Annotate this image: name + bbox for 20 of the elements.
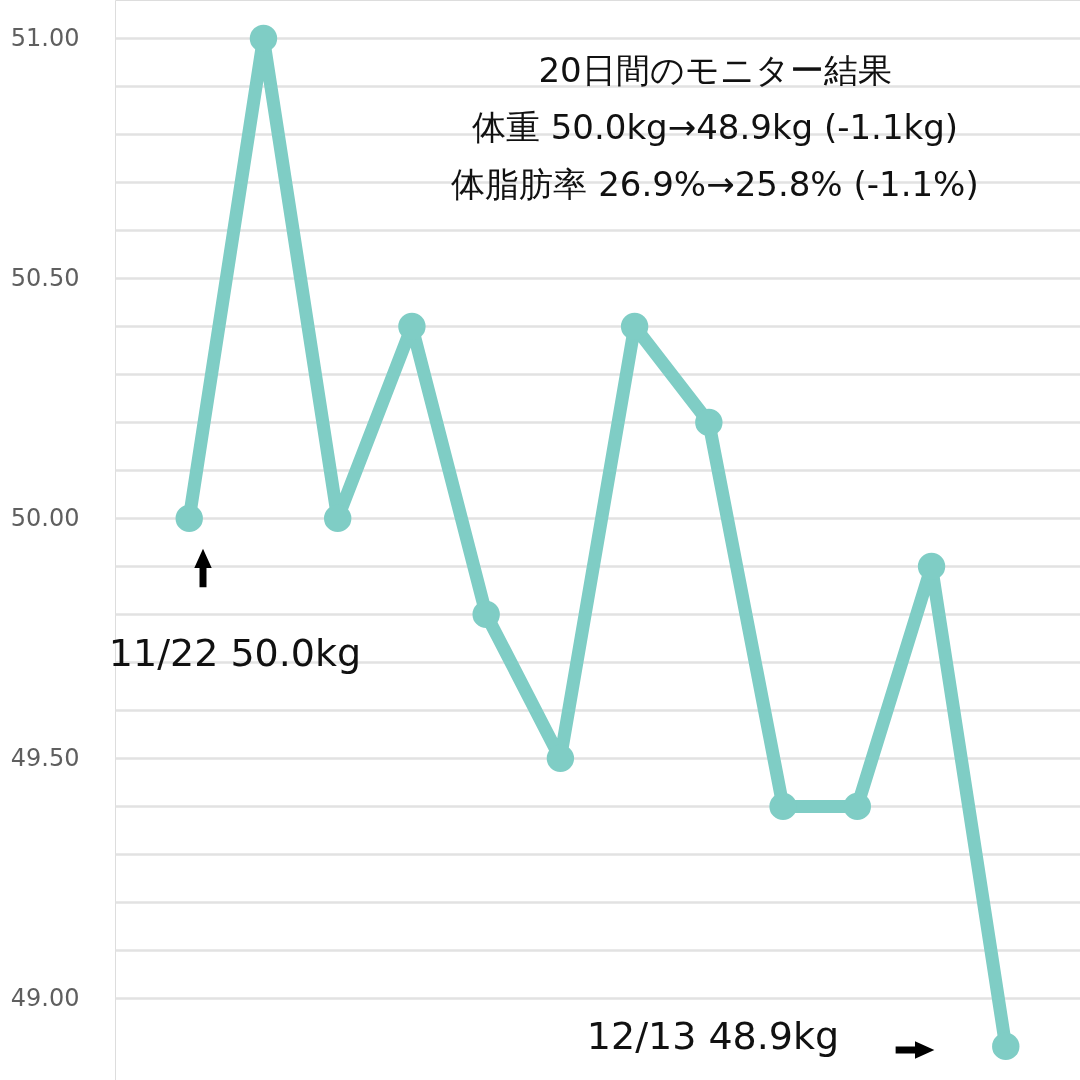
annotation: 体重 50.0kg→48.9kg (-1.1kg) xyxy=(471,107,959,147)
y-tick-label: 51.00 xyxy=(10,23,80,52)
point xyxy=(324,504,352,533)
y-tick-label: 49.00 xyxy=(10,983,80,1012)
annotation: 11/22 50.0kg xyxy=(108,631,362,675)
point xyxy=(546,744,575,773)
annotation: 12/13 48.9kg xyxy=(586,1014,840,1058)
point xyxy=(249,24,278,53)
point xyxy=(695,408,723,437)
point xyxy=(992,1032,1020,1061)
point xyxy=(472,600,500,629)
point xyxy=(769,792,797,821)
y-tick-label: 50.50 xyxy=(10,263,80,292)
point xyxy=(843,792,871,821)
annotation: 体脂肪率 26.9%→25.8% (-1.1%) xyxy=(451,164,979,204)
point xyxy=(175,504,203,533)
point xyxy=(917,552,946,581)
annotation: 20日間のモニター結果 xyxy=(538,50,892,90)
y-tick-label: 49.50 xyxy=(10,743,80,772)
y-tick-label: 50.00 xyxy=(10,503,80,532)
